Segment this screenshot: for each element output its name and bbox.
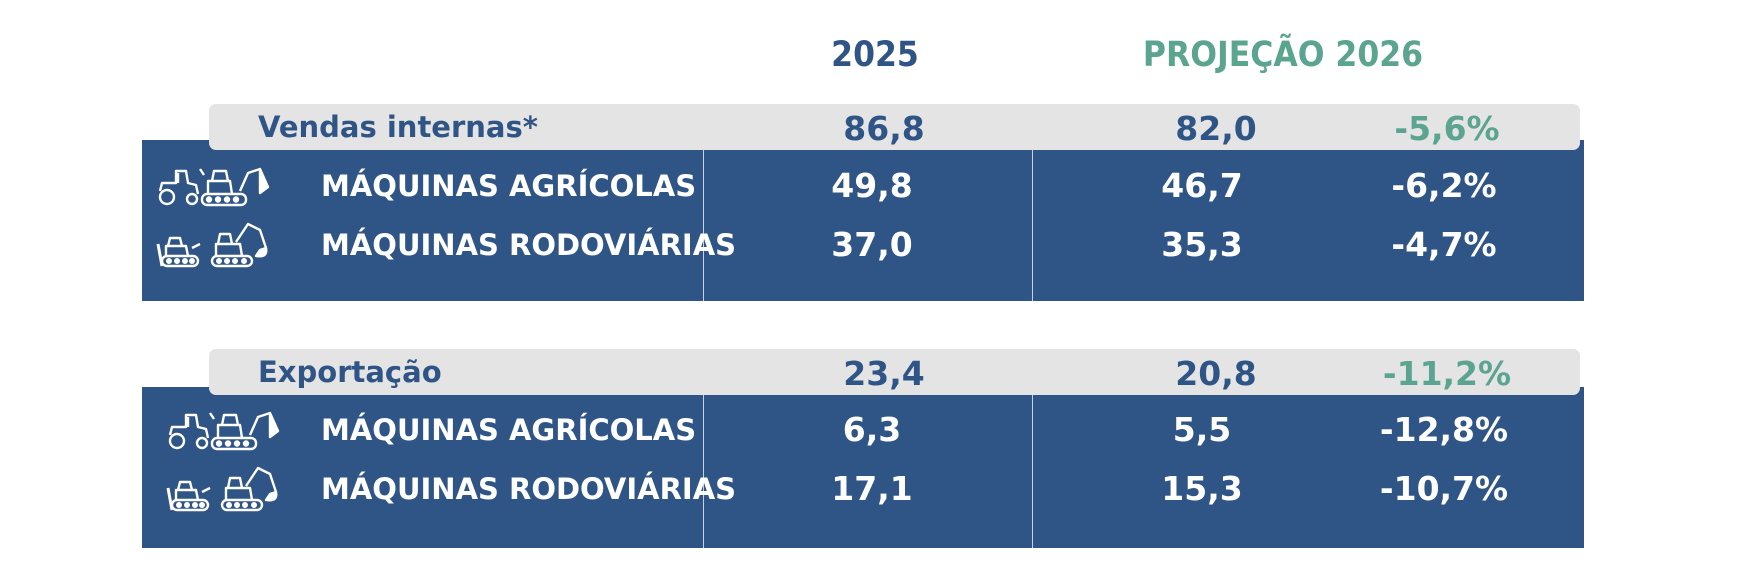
value-2025: 37,0	[831, 225, 913, 264]
section-vendas-internas: Vendas internas* 86,8 82,0 -5,6%	[0, 104, 1746, 324]
bulldozer-icon	[156, 236, 201, 268]
change-percent: -10,7%	[1379, 469, 1509, 508]
summary-bar: Exportação 23,4 20,8 -11,2%	[209, 349, 1580, 395]
column-header-projection-2026: PROJEÇÃO 2026	[1142, 35, 1424, 75]
row-label: MÁQUINAS AGRÍCOLAS	[321, 169, 697, 203]
column-divider	[1032, 140, 1033, 301]
table-row: MÁQUINAS AGRÍCOLAS 49,8 46,7 -6,2%	[142, 157, 1584, 215]
value-2026: 20,8	[1175, 354, 1257, 393]
column-divider	[703, 387, 704, 548]
value-2026: 46,7	[1161, 166, 1243, 205]
bulldozer-icon	[166, 480, 211, 512]
excavator-icon	[210, 222, 268, 268]
detail-table: MÁQUINAS AGRÍCOLAS 49,8 46,7 -6,2%	[142, 140, 1584, 301]
detail-table: MÁQUINAS AGRÍCOLAS 6,3 5,5 -12,8%	[142, 387, 1584, 548]
value-2026: 82,0	[1175, 109, 1257, 148]
section-exportacao: Exportação 23,4 20,8 -11,2%	[0, 349, 1746, 569]
change-percent: -6,2%	[1391, 166, 1497, 205]
row-label: MÁQUINAS RODOVIÁRIAS	[321, 472, 737, 506]
change-percent: -5,6%	[1394, 109, 1500, 148]
tractor-icon	[168, 413, 210, 450]
column-divider	[703, 140, 704, 301]
value-2026: 5,5	[1172, 410, 1232, 449]
agricultural-machines-icon	[168, 411, 280, 451]
value-2026: 35,3	[1161, 225, 1243, 264]
table-row: MÁQUINAS RODOVIÁRIAS 37,0 35,3 -4,7%	[142, 216, 1584, 274]
agricultural-machines-icon	[158, 167, 270, 207]
section-label: Vendas internas*	[258, 110, 538, 144]
change-percent: -12,8%	[1379, 410, 1509, 449]
change-percent: -11,2%	[1382, 354, 1512, 393]
section-label: Exportação	[258, 355, 442, 389]
summary-bar: Vendas internas* 86,8 82,0 -5,6%	[209, 104, 1580, 150]
backhoe-loader-icon	[209, 411, 280, 451]
row-label: MÁQUINAS AGRÍCOLAS	[321, 413, 697, 447]
value-2025: 23,4	[843, 354, 925, 393]
road-machines-icon	[156, 222, 268, 268]
tractor-icon	[158, 169, 200, 206]
value-2025: 17,1	[831, 469, 913, 508]
row-label: MÁQUINAS RODOVIÁRIAS	[321, 228, 737, 262]
value-2026: 15,3	[1161, 469, 1243, 508]
excavator-icon	[220, 466, 278, 512]
table-row: MÁQUINAS AGRÍCOLAS 6,3 5,5 -12,8%	[142, 401, 1584, 459]
column-divider	[1032, 387, 1033, 548]
change-percent: -4,7%	[1391, 225, 1497, 264]
column-header-2025: 2025	[831, 35, 919, 75]
backhoe-loader-icon	[199, 167, 270, 207]
value-2025: 86,8	[843, 109, 925, 148]
value-2025: 6,3	[842, 410, 902, 449]
road-machines-icon	[166, 466, 278, 512]
table-row: MÁQUINAS RODOVIÁRIAS 17,1 15,3 -10,7%	[142, 460, 1584, 518]
value-2025: 49,8	[831, 166, 913, 205]
